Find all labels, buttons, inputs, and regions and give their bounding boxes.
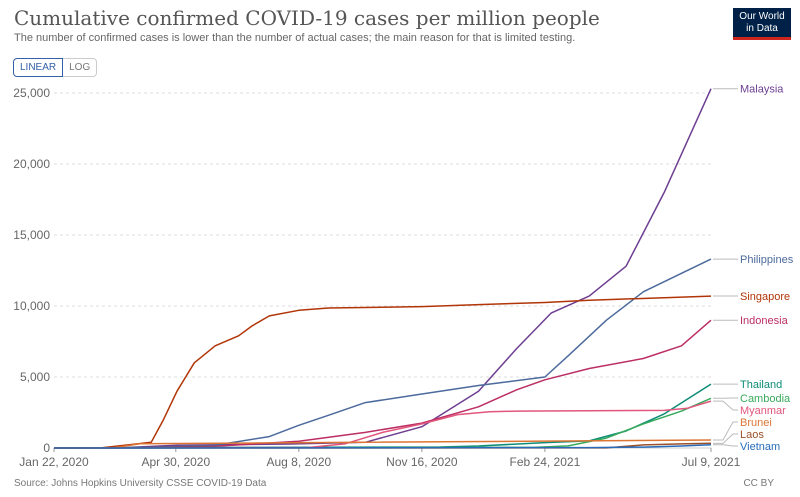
series-line-singapore — [53, 295, 712, 449]
y-tick-label: 15,000 — [13, 228, 50, 242]
series-label-myanmar: Myanmar — [740, 405, 786, 417]
series-leader-line — [713, 433, 738, 444]
series-line-vietnam — [53, 443, 712, 449]
x-tick-label: Apr 30, 2020 — [141, 455, 210, 469]
series-label-thailand: Thailand — [740, 379, 782, 391]
license-label[interactable]: CC BY — [743, 478, 774, 489]
series-label-brunei: Brunei — [740, 417, 772, 429]
series-leader-line — [713, 400, 738, 411]
logo-line1: Our World — [739, 11, 785, 22]
series-label-vietnam: Vietnam — [740, 441, 780, 453]
series-label-malaysia: Malaysia — [740, 84, 784, 96]
chart-subtitle: The number of confirmed cases is lower t… — [14, 32, 576, 44]
series-line-myanmar — [53, 400, 712, 449]
series-leader-line — [713, 444, 738, 447]
y-tick-label: 25,000 — [13, 86, 50, 100]
y-tick-label: 10,000 — [13, 299, 50, 313]
source-note[interactable]: Source: Johns Hopkins University CSSE CO… — [14, 478, 267, 489]
series-label-indonesia: Indonesia — [740, 315, 789, 327]
scale-toggle: LINEAR LOG — [13, 58, 98, 77]
x-tick-label: Jul 9, 2021 — [682, 455, 741, 469]
series-label-singapore: Singapore — [740, 291, 790, 303]
series-line-philippines — [53, 258, 712, 449]
series-line-indonesia — [53, 319, 712, 449]
series-label-philippines: Philippines — [740, 254, 794, 266]
logo-line2: in Data — [746, 23, 778, 34]
y-tick-label: 5,000 — [20, 370, 50, 384]
x-tick-label: Aug 8, 2020 — [266, 455, 331, 469]
series-label-laos: Laos — [740, 429, 764, 441]
x-tick-label: Nov 16, 2020 — [386, 455, 458, 469]
x-tick-label: Jan 22, 2020 — [19, 455, 89, 469]
y-tick-label: 20,000 — [13, 157, 50, 171]
log-scale-button[interactable]: LOG — [63, 58, 98, 77]
linear-scale-button[interactable]: LINEAR — [13, 58, 64, 77]
series-leader-line — [713, 421, 738, 441]
chart-title: Cumulative confirmed COVID-19 cases per … — [14, 6, 600, 30]
series-line-malaysia — [53, 88, 712, 449]
x-tick-label: Feb 24, 2021 — [510, 455, 581, 469]
series-label-cambodia: Cambodia — [740, 393, 791, 405]
y-tick-label: 0 — [43, 441, 50, 455]
owid-logo[interactable]: Our World in Data — [733, 8, 791, 40]
logo-accent-bar — [733, 37, 791, 40]
